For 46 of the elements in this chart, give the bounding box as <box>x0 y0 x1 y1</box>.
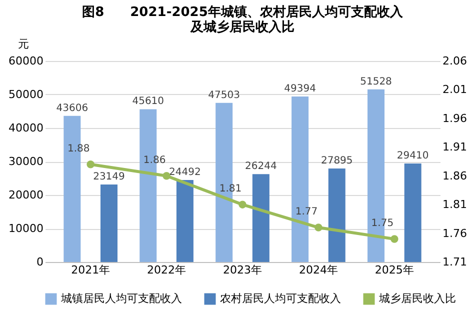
point <box>238 200 246 208</box>
data-label: 1.86 <box>143 154 166 166</box>
data-label: 49394 <box>284 84 316 95</box>
data-label: 43606 <box>56 102 88 114</box>
x-tick-label: 2024年 <box>298 264 338 276</box>
y-tick-label: 50000 <box>8 88 44 101</box>
y2-tick-label: 2.01 <box>442 83 467 96</box>
bar <box>328 168 346 262</box>
legend-label: 城镇居民人均可支配收入 <box>60 292 182 305</box>
y-tick-label: 60000 <box>8 54 44 68</box>
point <box>390 235 398 243</box>
point <box>162 172 170 180</box>
data-label: 47503 <box>208 90 240 101</box>
data-label: 29410 <box>396 150 429 162</box>
x-tick-label: 2023年 <box>223 264 262 276</box>
y-tick-label: 30000 <box>8 155 44 168</box>
data-label: 23149 <box>93 171 125 182</box>
data-label: 26244 <box>245 161 277 172</box>
y2-tick-label: 1.71 <box>442 256 467 268</box>
chart-title: 图8 2021-2025年城镇、农村居民人均可支配收入及城乡居民收入比 <box>82 4 404 35</box>
y2-tick-label: 1.91 <box>442 140 467 154</box>
data-label: 51528 <box>360 76 392 88</box>
bar <box>404 163 422 262</box>
legend-label: 城乡居民收入比 <box>378 292 456 305</box>
y2-tick-label: 1.76 <box>442 226 467 240</box>
y-tick-label: 10000 <box>8 222 44 235</box>
x-tick-label: 2021年 <box>71 264 110 276</box>
point <box>314 224 322 232</box>
y-tick-label: 40000 <box>8 122 44 134</box>
x-tick-label: 2025年 <box>374 264 414 276</box>
data-label: 24492 <box>169 166 201 178</box>
y2-tick-label: 2.06 <box>442 54 467 68</box>
y2-tick-label: 1.81 <box>442 198 467 212</box>
data-label: 45610 <box>132 96 164 108</box>
y-axis-title: 元 <box>18 38 29 50</box>
y2-tick-label: 1.86 <box>442 169 467 182</box>
point <box>86 160 94 168</box>
x-tick-label: 2022年 <box>147 264 186 276</box>
y-tick-label: 0 <box>36 256 44 268</box>
bar <box>176 180 194 262</box>
bar <box>100 184 118 262</box>
bar <box>252 174 270 262</box>
y2-tick-label: 1.96 <box>442 112 467 125</box>
data-label: 27895 <box>320 156 353 167</box>
legend-label: 农村居民人均可支配收入 <box>220 292 341 305</box>
y-tick-label: 20000 <box>8 188 44 202</box>
